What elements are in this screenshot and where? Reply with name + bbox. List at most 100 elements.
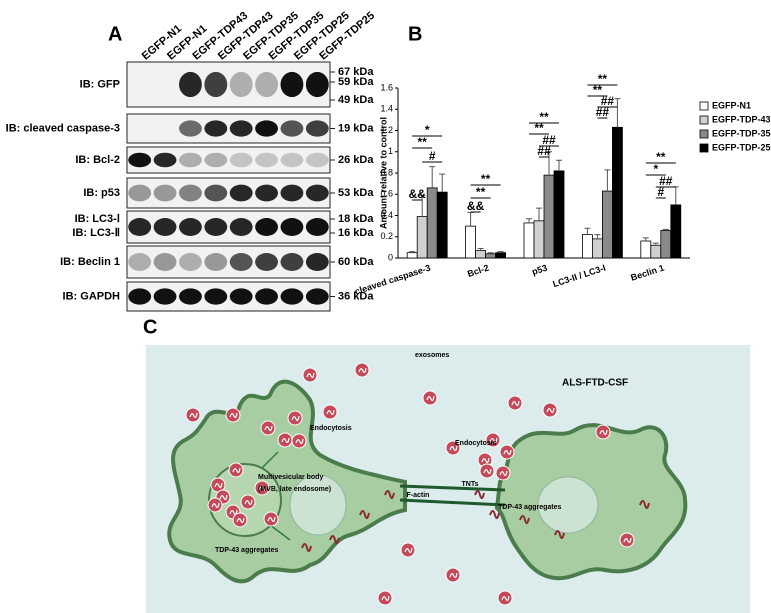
error-bar bbox=[642, 237, 649, 241]
significance-label: ## bbox=[537, 144, 551, 158]
exosome-cargo bbox=[291, 415, 300, 422]
x-tick-label: Bcl-2 bbox=[466, 263, 490, 279]
band bbox=[229, 71, 253, 98]
diagram-label: TDP-43 aggregates bbox=[215, 547, 279, 554]
exosome-cargo bbox=[229, 412, 238, 419]
error-bar bbox=[439, 173, 446, 193]
exosome-cargo bbox=[546, 407, 555, 414]
nucleus bbox=[537, 476, 599, 534]
significance-label: ** bbox=[539, 110, 549, 124]
band bbox=[229, 253, 253, 271]
legend-label: EGFP-N1 bbox=[712, 100, 751, 110]
bar bbox=[592, 238, 603, 259]
marker-label: 19 kDa bbox=[338, 122, 374, 134]
blot-label: IB: GAPDH bbox=[63, 290, 121, 302]
band bbox=[179, 184, 202, 202]
band bbox=[280, 288, 304, 305]
exosome-cargo bbox=[281, 437, 290, 444]
marker-label: 67 kDa bbox=[338, 66, 374, 78]
bar bbox=[485, 253, 497, 259]
exosome-cargo bbox=[244, 499, 253, 506]
exosome-cargo bbox=[214, 482, 223, 489]
diagram-label: Endocytosis bbox=[455, 440, 497, 447]
legend-swatch bbox=[699, 101, 709, 111]
significance-label: ## bbox=[659, 174, 673, 188]
exosome-cargo bbox=[449, 572, 458, 579]
exosome-cargo bbox=[189, 412, 198, 419]
aggregate bbox=[301, 543, 312, 552]
panel-label: C bbox=[143, 316, 157, 338]
significance-label: ** bbox=[598, 72, 608, 86]
significance-label: ** bbox=[656, 150, 666, 164]
band bbox=[280, 184, 304, 202]
marker-label: 26 kDa bbox=[338, 154, 374, 166]
blot-label: IB: p53 bbox=[83, 187, 120, 199]
band bbox=[280, 120, 304, 137]
error-bar bbox=[497, 251, 504, 253]
y-tick-label: 0 bbox=[388, 252, 393, 262]
error-bar bbox=[429, 166, 436, 188]
error-bar bbox=[614, 98, 621, 128]
exosome-cargo bbox=[211, 502, 220, 509]
significance-label: ** bbox=[418, 135, 428, 149]
y-axis-title: Amount relative to control bbox=[378, 117, 388, 229]
significance-label: ## bbox=[542, 133, 556, 147]
bar bbox=[553, 170, 565, 259]
band bbox=[153, 184, 177, 202]
bar bbox=[406, 252, 418, 259]
error-bar bbox=[556, 159, 562, 171]
exosome-cargo bbox=[306, 372, 315, 379]
significance-label: * bbox=[425, 123, 430, 137]
bar bbox=[416, 216, 428, 259]
arrow bbox=[261, 451, 279, 469]
exosome-cargo bbox=[449, 445, 458, 452]
significance-label: # bbox=[429, 149, 436, 163]
error-bar bbox=[536, 207, 542, 221]
marker-label: 53 kDa bbox=[338, 187, 374, 199]
exosome-cargo bbox=[264, 425, 273, 432]
tnt bbox=[399, 484, 506, 492]
exosome-cargo bbox=[229, 509, 238, 516]
diagram-label: Endocytosis bbox=[310, 425, 352, 432]
band bbox=[153, 152, 177, 168]
band bbox=[204, 253, 228, 271]
blot-label: IB: Beclin 1 bbox=[60, 256, 120, 268]
error-bar bbox=[546, 151, 552, 176]
band bbox=[204, 120, 228, 137]
legend-label: EGFP-TDP-43 bbox=[712, 114, 771, 124]
exosome-cargo bbox=[267, 516, 276, 523]
band bbox=[255, 288, 278, 305]
band bbox=[179, 71, 202, 98]
exosome-cargo bbox=[503, 449, 512, 456]
significance-label: # bbox=[657, 185, 664, 199]
diagram-label: (MVB, late endosome) bbox=[258, 486, 331, 493]
band bbox=[255, 253, 278, 271]
band bbox=[280, 218, 304, 236]
marker-label: 60 kDa bbox=[338, 256, 374, 268]
exosome-cargo bbox=[599, 429, 608, 436]
significance-label: ** bbox=[534, 121, 544, 135]
error-bar bbox=[487, 252, 494, 254]
bar bbox=[640, 240, 652, 259]
bar bbox=[523, 222, 535, 259]
y-tick-label: 1 bbox=[388, 146, 393, 156]
marker-label: 18 kDa bbox=[338, 213, 374, 225]
band bbox=[128, 152, 152, 168]
exosome-cargo bbox=[232, 467, 241, 474]
y-tick-label: 0.2 bbox=[380, 231, 393, 241]
band bbox=[280, 71, 304, 98]
band bbox=[255, 120, 278, 137]
error-bar bbox=[526, 218, 532, 223]
band bbox=[153, 218, 177, 236]
aggregate bbox=[474, 490, 485, 499]
band bbox=[305, 253, 329, 271]
marker-label: 49 kDa bbox=[338, 94, 374, 106]
band bbox=[204, 288, 228, 305]
exosome-cargo bbox=[295, 438, 304, 445]
error-bar bbox=[409, 251, 416, 253]
band bbox=[305, 152, 329, 168]
aggregate bbox=[359, 510, 370, 519]
bar bbox=[582, 234, 593, 259]
bar bbox=[436, 191, 448, 259]
diagram-label: TNTs bbox=[462, 481, 479, 488]
